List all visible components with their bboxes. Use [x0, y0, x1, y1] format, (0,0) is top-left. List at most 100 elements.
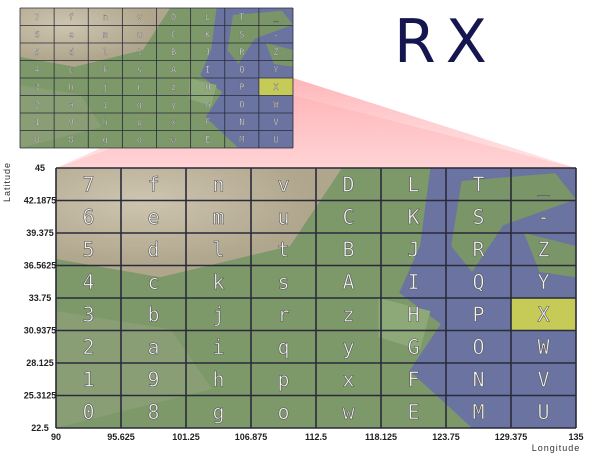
overview-cell-char: g: [103, 135, 108, 145]
overview-cell-char: I: [205, 65, 210, 75]
overview-cell-char: m: [103, 30, 108, 40]
overview-cell-char: G: [205, 100, 210, 110]
overview-cell-char: X: [273, 83, 279, 93]
overview-cell-char: r: [137, 83, 142, 93]
zoom-cell-char: 2: [82, 335, 94, 359]
zoom-cell-char: a: [147, 335, 159, 359]
zoom-cell-char: e: [147, 205, 159, 229]
zoom-cell-char: Z: [537, 237, 549, 261]
zoom-cell-char: s: [277, 270, 289, 294]
zoom-cell-char: K: [407, 205, 419, 229]
zoom-cell-char: p: [277, 367, 289, 391]
overview-cell-char: P: [239, 83, 244, 93]
zoom-cell-char: d: [147, 237, 159, 261]
overview-cell-char: Y: [273, 65, 278, 75]
forest-area: [56, 311, 212, 428]
zoom-cell-char: 5: [82, 237, 94, 261]
zoom-cell-char: L: [407, 172, 419, 196]
overview-cell-char: Z: [273, 48, 278, 58]
overview-cell-char: T: [239, 13, 244, 23]
zoom-cell-char: D: [342, 172, 354, 196]
zoom-cell-char: _: [537, 172, 550, 196]
overview-cell-char: n: [103, 13, 108, 23]
overview-cell-char: 3: [35, 83, 40, 93]
zoom-cell-char: w: [342, 400, 355, 424]
overview-cell-char: b: [69, 83, 74, 93]
latitude-tick-label: 22.5: [31, 423, 49, 433]
zoom-cell-char: I: [407, 270, 419, 294]
longitude-tick-label: 90: [51, 432, 61, 442]
zoom-cell-char: P: [472, 302, 484, 326]
overview-cell-char: 0: [35, 135, 40, 145]
overview-cell-char: q: [137, 100, 142, 110]
overview-cell-char: i: [103, 100, 108, 110]
longitude-tick-label: 123.75: [432, 432, 460, 442]
overview-cell-char: D: [171, 13, 176, 23]
zoom-cell-char: 0: [82, 400, 94, 424]
zoom-cell-char: 1: [82, 367, 94, 391]
coast-area: [378, 298, 431, 350]
peninsula-area: [227, 10, 293, 65]
zoom-cell-char: M: [472, 400, 484, 424]
overview-cell-char: u: [137, 30, 142, 40]
zoom-cell-char: 6: [82, 205, 94, 229]
zoom-cell-char: B: [342, 237, 354, 261]
zoom-cell-char: y: [342, 335, 354, 359]
latitude-tick-label: 33.75: [29, 293, 52, 303]
overview-cell-char: 4: [35, 65, 40, 75]
overview-cell-char: s: [137, 65, 142, 75]
zoom-cell-char: Y: [537, 270, 549, 294]
zoom-cell-char: t: [277, 237, 289, 261]
longitude-tick-label: 118.125: [365, 432, 397, 442]
forest-area: [20, 85, 102, 148]
zoom-cell-char: T: [472, 172, 484, 196]
zoom-cell-char: 9: [147, 367, 159, 391]
zoom-cell-char: H: [407, 302, 419, 326]
longitude-tick-label: 101.25: [172, 432, 200, 442]
zoom-cell-char: 4: [82, 270, 94, 294]
zoom-cell-char: u: [277, 205, 289, 229]
zoom-cell-char: R: [472, 237, 485, 261]
longitude-tick-label: 129.375: [495, 432, 528, 442]
zoom-highlight-cell: [511, 298, 576, 331]
overview-cell-char: 2: [35, 100, 40, 110]
overview-cell-char: f: [69, 13, 74, 23]
zoom-cell-char: X: [537, 302, 549, 326]
zoom-cell-char: h: [212, 367, 224, 391]
overview-cell-char: 1: [35, 118, 40, 128]
latitude-tick-label: 45: [35, 163, 45, 173]
zoom-cell-char: j: [212, 302, 224, 326]
overview-cell-char: l: [103, 48, 108, 58]
overview-cell-char: M: [239, 135, 244, 145]
latitude-tick-label: 25.3125: [24, 391, 57, 401]
overview-cell-char: E: [205, 135, 210, 145]
overview-cell-char: o: [137, 135, 142, 145]
overview-cell-char: k: [103, 65, 108, 75]
zoom-cell-char: N: [472, 367, 484, 391]
longitude-tick-label: 112.5: [305, 432, 327, 442]
code-title: RX: [394, 7, 497, 77]
zoom-cell-char: W: [537, 335, 550, 359]
overview-highlight-cell: [258, 78, 293, 96]
zoom-cell-char: r: [277, 302, 289, 326]
zoom-cell-char: z: [342, 302, 354, 326]
overview-cell-char: R: [239, 48, 245, 58]
overview-cell-char: _: [273, 13, 279, 23]
overview-cell-char: a: [69, 100, 74, 110]
overview-cell-char: N: [239, 118, 244, 128]
zoom-cell-char: q: [277, 335, 289, 359]
peninsula-area: [451, 173, 576, 272]
zoom-cell-char: b: [147, 302, 159, 326]
overview-cell-char: 6: [35, 30, 40, 40]
zoom-cell-char: x: [342, 367, 354, 391]
zoom-cell-char: o: [277, 400, 289, 424]
overview-cell-char: S: [239, 30, 244, 40]
latitude-tick-label: 39.375: [26, 228, 54, 238]
zoom-cell-char: G: [407, 335, 419, 359]
longitude-axis-title: Longitude: [532, 443, 581, 453]
longitude-tick-label: 135: [568, 432, 583, 442]
overview-cell-char: v: [137, 13, 142, 23]
overview-cell-char: 7: [35, 13, 40, 23]
latitude-tick-label: 36.5625: [24, 261, 57, 271]
